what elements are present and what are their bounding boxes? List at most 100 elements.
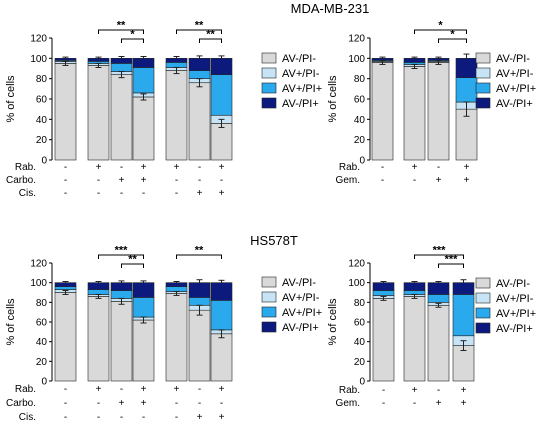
y-tick-label: 120 — [348, 259, 365, 270]
bar-segment — [188, 82, 211, 161]
bar-segment — [452, 282, 475, 295]
condition-value: + — [436, 175, 442, 186]
y-tick-label: 0 — [41, 377, 47, 388]
bar-segment — [132, 58, 155, 68]
y-tick-label: 60 — [36, 318, 48, 329]
bar-segment — [371, 62, 394, 161]
legend-label: AV-/PI+ — [496, 323, 533, 335]
y-tick-label: 80 — [354, 298, 366, 309]
significance-bracket — [414, 254, 464, 259]
legend-swatch — [261, 276, 277, 288]
y-tick-label: 40 — [354, 337, 366, 348]
y-tick-label: 60 — [354, 318, 366, 329]
condition-value: + — [197, 188, 203, 199]
bar-segment — [403, 296, 426, 382]
significance-bracket — [121, 38, 144, 43]
significance-bracket — [199, 38, 222, 43]
y-tick-label: 80 — [36, 298, 48, 309]
y-tick-label: 80 — [36, 74, 48, 85]
bar-segment — [403, 66, 426, 161]
condition-value: + — [436, 398, 442, 409]
condition-value: - — [64, 162, 67, 173]
significance-label: *** — [445, 254, 459, 266]
significance-label: ** — [195, 20, 204, 32]
significance-label: ** — [206, 29, 215, 41]
y-tick-label: 100 — [30, 54, 47, 65]
legend-label: AV-/PI- — [496, 53, 530, 65]
condition-value: - — [97, 398, 100, 409]
significance-bracket — [121, 263, 144, 268]
condition-value: - — [64, 384, 67, 395]
condition-value: + — [197, 412, 203, 423]
bar-segment — [132, 319, 155, 382]
bar-segment — [54, 63, 77, 161]
legend-label: AV+/PI- — [282, 292, 320, 304]
y-tick-label: 120 — [30, 34, 47, 45]
bar-segment — [427, 282, 450, 295]
legend-swatch — [261, 67, 277, 79]
legend-label: AV+/PI+ — [496, 308, 536, 320]
legend-swatch — [475, 307, 491, 319]
condition-value: + — [219, 188, 225, 199]
significance-bracket — [438, 263, 464, 268]
chart-1: 0 20 40 60 80 100 120 % of cells * * Rab. - + - + Gem. -… — [327, 20, 536, 187]
bar-segment — [54, 292, 77, 382]
condition-value: - — [198, 384, 201, 395]
condition-label: Rab. — [339, 385, 360, 396]
condition-value: - — [142, 412, 145, 423]
condition-value: - — [413, 175, 416, 186]
condition-value: + — [119, 175, 125, 186]
bar-segment — [210, 300, 233, 331]
y-tick-label: 20 — [36, 357, 48, 368]
significance-label: ** — [195, 245, 204, 257]
condition-value: - — [97, 412, 100, 423]
condition-value: - — [64, 398, 67, 409]
y-tick-label: 100 — [30, 278, 47, 289]
significance-bracket — [176, 29, 222, 34]
condition-value: + — [464, 162, 470, 173]
bar-segment — [110, 282, 133, 291]
condition-value: - — [381, 175, 384, 186]
bar-segment — [87, 65, 110, 161]
bar-segment — [165, 70, 188, 161]
bar-segment — [372, 282, 395, 291]
condition-value: - — [175, 175, 178, 186]
bar-segment — [403, 290, 426, 295]
legend-swatch — [261, 82, 277, 94]
significance-label: ** — [128, 254, 137, 266]
y-tick-label: 60 — [354, 95, 366, 106]
legend-swatch — [475, 277, 491, 289]
bar-segment — [132, 282, 155, 298]
legend-label: AV+/PI+ — [496, 83, 536, 95]
condition-value: + — [219, 384, 225, 395]
condition-value: - — [64, 188, 67, 199]
significance-bracket — [98, 254, 144, 259]
significance-bracket — [438, 38, 467, 43]
y-tick-label: 40 — [354, 115, 366, 126]
bar-segment — [427, 62, 450, 161]
legend-swatch — [261, 306, 277, 318]
condition-label: Rab. — [15, 384, 36, 395]
legend-label: AV-/PI+ — [282, 98, 319, 110]
condition-label: Gem. — [336, 398, 360, 409]
bar-segment — [110, 58, 133, 64]
bar-segment — [452, 294, 475, 337]
condition-value: - — [382, 398, 385, 409]
condition-value: - — [120, 412, 123, 423]
bar-segment — [210, 74, 233, 116]
legend-label: AV-/PI- — [496, 278, 530, 290]
bar-segment — [427, 304, 450, 382]
bar-segment — [110, 74, 133, 161]
significance-label: * — [438, 20, 443, 32]
condition-value: + — [96, 162, 102, 173]
legend-label: AV+/PI- — [496, 293, 534, 305]
y-tick-label: 40 — [36, 115, 48, 126]
condition-value: - — [437, 385, 440, 396]
condition-label: Rab. — [15, 162, 36, 173]
condition-label: Cis. — [19, 188, 36, 199]
legend-swatch — [475, 82, 491, 94]
condition-value: + — [141, 175, 147, 186]
bar-segment — [87, 282, 110, 290]
condition-value: - — [175, 412, 178, 423]
